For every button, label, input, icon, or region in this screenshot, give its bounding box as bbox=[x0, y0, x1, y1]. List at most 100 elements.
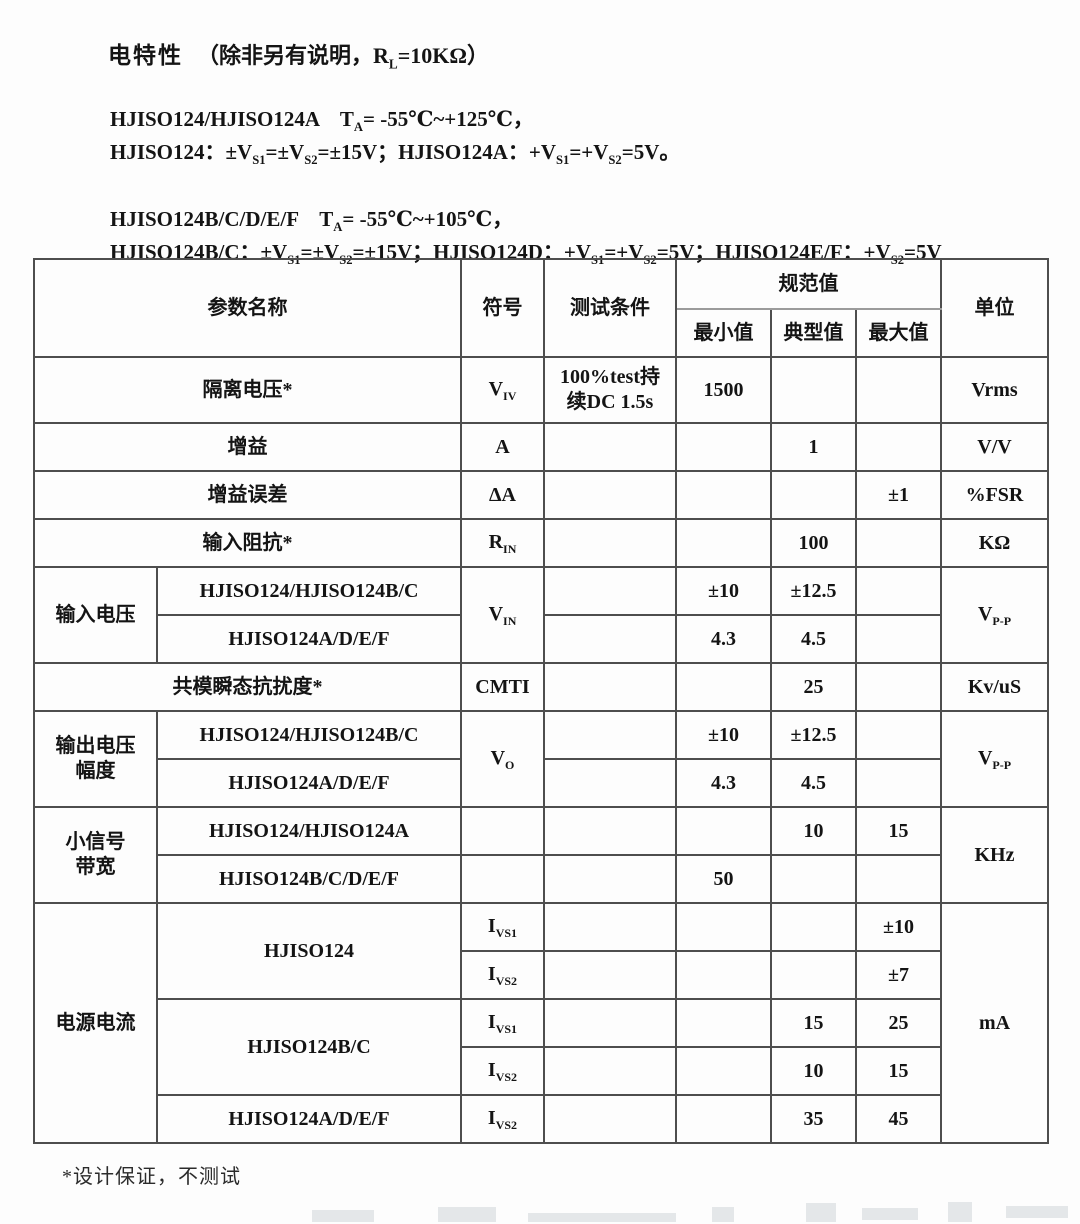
row-gain-error: 增益误差 ΔA ±1 %FSR bbox=[33, 470, 1049, 520]
condition-s5-empty bbox=[543, 1094, 677, 1144]
min-s2-empty bbox=[675, 950, 772, 1000]
symbol-delta-a: ΔA bbox=[460, 470, 545, 520]
row-supply-124bc-ivs1: HJISO124B/C IVS1 15 25 bbox=[34, 998, 1048, 1096]
model-hjiso124: HJISO124 bbox=[156, 902, 462, 1000]
max-gain-error: ±1 bbox=[855, 470, 942, 520]
param-input-impedance: 输入阻抗* bbox=[33, 518, 462, 568]
typ-cmti: 25 bbox=[770, 662, 857, 712]
row-supply-124adef-ivs2: HJISO124A/D/E/F IVS2 35 45 bbox=[34, 1094, 1048, 1144]
condition-vin2-empty bbox=[543, 614, 677, 664]
group-input-voltage: 输入电压 bbox=[33, 566, 158, 664]
symbol-ivs1-124: IVS1 bbox=[460, 902, 545, 952]
table-subheader-row: 最小值 典型值 最大值 bbox=[34, 308, 1048, 358]
typ-gainerr-empty bbox=[770, 470, 857, 520]
symbol-ivs1-124bc: IVS1 bbox=[460, 998, 545, 1048]
min-iso: 1500 bbox=[675, 356, 772, 424]
symbol-ivs2-124adef: IVS2 bbox=[460, 1094, 545, 1144]
row-isolation-voltage: 隔离电压* VIV 100%test持 续DC 1.5s 1500 Vrms bbox=[33, 356, 1049, 424]
max-ivs2-124adef: 45 bbox=[855, 1094, 942, 1144]
title-note: （除非另有说明，RL=10KΩ） bbox=[197, 43, 489, 72]
condition-s3-empty bbox=[543, 998, 677, 1048]
symbol-cmti: CMTI bbox=[460, 662, 545, 712]
unit-khz: KHz bbox=[940, 806, 1049, 904]
symbol-ivs2-124: IVS2 bbox=[460, 950, 545, 1000]
header-min: 最小值 bbox=[675, 308, 772, 358]
scan-artifact bbox=[806, 1203, 836, 1222]
model-hjiso124bc: HJISO124B/C bbox=[156, 998, 462, 1096]
condition-line-2: HJISO124：±VS1=±VS2=±15V；HJISO124A：+VS1=+… bbox=[110, 140, 681, 168]
typ-gain: 1 bbox=[770, 422, 857, 472]
max-gain-empty bbox=[855, 422, 942, 472]
model-bw-2: HJISO124B/C/D/E/F bbox=[156, 854, 462, 904]
model-hjiso124adef: HJISO124A/D/E/F bbox=[156, 1094, 462, 1144]
scan-artifact bbox=[862, 1208, 918, 1220]
scan-artifact bbox=[712, 1207, 734, 1222]
condition-vo2-empty bbox=[543, 758, 677, 808]
min-vo-2: 4.3 bbox=[675, 758, 772, 808]
typ-vo-1: ±12.5 bbox=[770, 710, 857, 760]
header-typ: 典型值 bbox=[770, 308, 857, 358]
typ-s1-empty bbox=[770, 902, 857, 952]
row-supply-124-ivs1: 电源电流 HJISO124 IVS1 ±10 mA bbox=[33, 902, 1049, 1144]
param-cmti: 共模瞬态抗扰度* bbox=[33, 662, 462, 712]
max-rin-empty bbox=[855, 518, 942, 568]
row-gain: 增益 A 1 V/V bbox=[33, 422, 1049, 472]
max-vo2-empty bbox=[855, 758, 942, 808]
param-gain-error: 增益误差 bbox=[33, 470, 462, 520]
typ-vin-1: ±12.5 bbox=[770, 566, 857, 616]
unit-vrms: Vrms bbox=[940, 356, 1049, 424]
typ-ivs2-124bc: 10 bbox=[770, 1046, 857, 1096]
row-supply-124-ivs2: IVS2 ±7 bbox=[34, 950, 1048, 1000]
min-rin-empty bbox=[675, 518, 772, 568]
max-vo1-empty bbox=[855, 710, 942, 760]
condition-cmti-empty bbox=[543, 662, 677, 712]
max-bw2-empty bbox=[855, 854, 942, 904]
header-unit: 单位 bbox=[940, 258, 1049, 358]
header-param: 参数名称 bbox=[33, 258, 462, 358]
model-vo-1: HJISO124/HJISO124B/C bbox=[156, 710, 462, 760]
param-gain: 增益 bbox=[33, 422, 462, 472]
scan-artifact bbox=[528, 1213, 676, 1222]
typ-rin: 100 bbox=[770, 518, 857, 568]
typ-bw2-empty bbox=[770, 854, 857, 904]
unit-ma: mA bbox=[940, 902, 1049, 1144]
row-bandwidth-1: 小信号 带宽 HJISO124/HJISO124A 10 15 KHz bbox=[33, 806, 1049, 904]
max-ivs2-124: ±7 bbox=[855, 950, 942, 1000]
min-bw1-empty bbox=[675, 806, 772, 856]
condition-s2-empty bbox=[543, 950, 677, 1000]
row-output-voltage-1: 输出电压 幅度 HJISO124/HJISO124B/C VO ±10 ±12.… bbox=[33, 710, 1049, 808]
row-supply-124bc-ivs2: IVS2 10 15 bbox=[34, 1046, 1048, 1096]
condition-line-3: HJISO124B/C/D/E/F TA= -55℃~+105℃， bbox=[110, 207, 514, 235]
header-spec-value: 规范值 bbox=[675, 258, 942, 310]
min-gainerr-empty bbox=[675, 470, 772, 520]
unit-vv: V/V bbox=[940, 422, 1049, 472]
symbol-rin: RIN bbox=[460, 518, 545, 568]
condition-line-1: HJISO124/HJISO124A TA= -55℃~+125℃， bbox=[110, 107, 534, 135]
unit-kohm: KΩ bbox=[940, 518, 1049, 568]
typ-vo-2: 4.5 bbox=[770, 758, 857, 808]
min-gain-empty bbox=[675, 422, 772, 472]
model-vin-2: HJISO124A/D/E/F bbox=[156, 614, 462, 664]
unit-kvus: Kv/uS bbox=[940, 662, 1049, 712]
symbol-bw1-empty bbox=[460, 806, 545, 856]
header-condition: 测试条件 bbox=[543, 258, 677, 358]
typ-bw-1: 10 bbox=[770, 806, 857, 856]
condition-iso-test: 100%test持 续DC 1.5s bbox=[543, 356, 677, 424]
min-vin-1: ±10 bbox=[675, 566, 772, 616]
scan-artifact bbox=[438, 1207, 496, 1222]
max-ivs2-124bc: 15 bbox=[855, 1046, 942, 1096]
condition-s1-empty bbox=[543, 902, 677, 952]
min-s4-empty bbox=[675, 1046, 772, 1096]
row-output-voltage-2: HJISO124A/D/E/F 4.3 4.5 bbox=[34, 758, 1048, 808]
page-title: 电特性 bbox=[108, 42, 183, 68]
unit-fsr: %FSR bbox=[940, 470, 1049, 520]
model-bw-1: HJISO124/HJISO124A bbox=[156, 806, 462, 856]
typ-vin-2: 4.5 bbox=[770, 614, 857, 664]
row-cmti: 共模瞬态抗扰度* CMTI 25 Kv/uS bbox=[33, 662, 1049, 712]
table-header-row: 参数名称 符号 测试条件 规范值 单位 bbox=[33, 258, 1049, 358]
param-isolation-voltage: 隔离电压* bbox=[33, 356, 462, 424]
condition-gainerr-empty bbox=[543, 470, 677, 520]
row-input-voltage-2: HJISO124A/D/E/F 4.3 4.5 bbox=[34, 614, 1048, 664]
max-bw-1: 15 bbox=[855, 806, 942, 856]
